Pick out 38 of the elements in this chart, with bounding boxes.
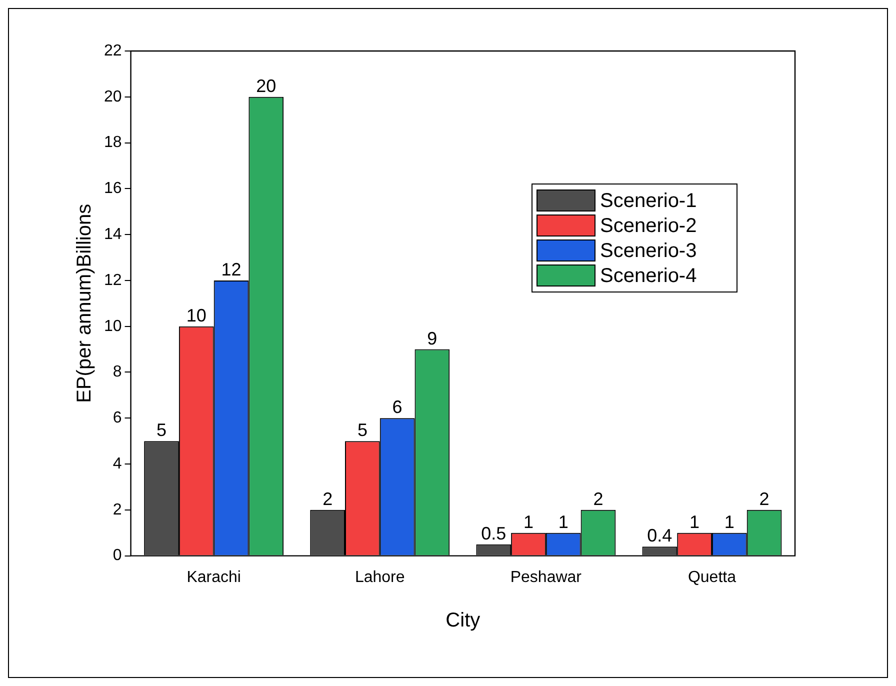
y-tick-label: 16 [104, 180, 122, 198]
data-label: 2 [322, 488, 333, 509]
y-tick-label: 8 [112, 364, 122, 381]
y-tick-label: 6 [112, 410, 122, 427]
y-tick-label: 4 [112, 455, 122, 472]
data-label: 2 [759, 488, 770, 509]
legend-label: Scenerio-4 [600, 265, 697, 288]
y-tick-label: 18 [104, 134, 122, 152]
x-axis-title: City [446, 610, 480, 632]
y-tick-label: 2 [112, 501, 122, 518]
y-tick-label: 0 [112, 547, 122, 564]
data-label: 0.4 [647, 526, 672, 546]
x-tick-label: Peshawar [510, 568, 582, 586]
x-tick-label: Karachi [186, 568, 241, 586]
y-axis-title: EP(per annum)Billions [74, 204, 96, 403]
data-label: 2 [593, 488, 604, 509]
data-label: 1 [558, 512, 568, 532]
data-label: 20 [256, 76, 276, 96]
legend-label: Scenerio-3 [600, 240, 697, 262]
data-label: 5 [357, 420, 368, 440]
legend-label: Scenerio-2 [600, 215, 697, 238]
y-tick-label: 22 [104, 42, 122, 60]
y-tick-label: 14 [104, 226, 122, 243]
data-label: 10 [186, 305, 206, 326]
y-tick-label: 12 [104, 272, 122, 289]
legend-label: Scenerio-1 [600, 190, 697, 212]
y-tick-label: 10 [104, 318, 122, 335]
data-label: 0.5 [481, 523, 506, 544]
x-tick-label: Lahore [354, 568, 405, 586]
data-label: 9 [427, 328, 438, 348]
data-label: 12 [221, 259, 242, 280]
data-label: 6 [392, 397, 402, 418]
data-label: 5 [156, 420, 167, 440]
x-tick-label: Quetta [688, 568, 736, 586]
y-tick-label: 20 [104, 88, 122, 106]
data-label: 1 [690, 512, 700, 532]
data-label: 1 [724, 512, 734, 532]
data-label: 1 [523, 512, 534, 532]
